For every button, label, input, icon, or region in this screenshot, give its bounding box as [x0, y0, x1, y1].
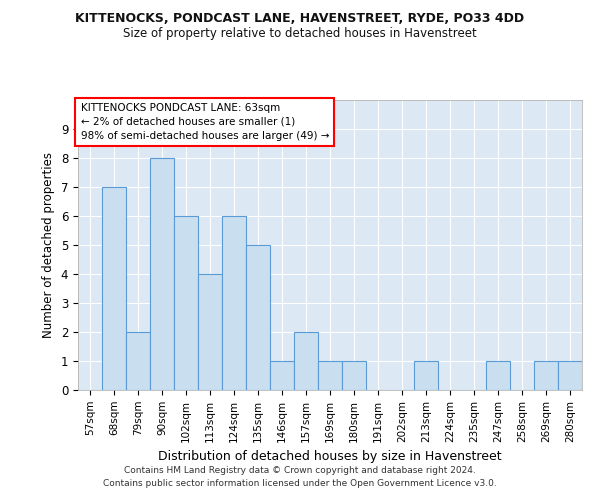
Bar [222, 216, 246, 390]
Bar [102, 187, 126, 390]
Y-axis label: Number of detached properties: Number of detached properties [42, 152, 55, 338]
Bar [414, 361, 438, 390]
Bar [486, 361, 510, 390]
Text: KITTENOCKS PONDCAST LANE: 63sqm
← 2% of detached houses are smaller (1)
98% of s: KITTENOCKS PONDCAST LANE: 63sqm ← 2% of … [80, 103, 329, 141]
X-axis label: Distribution of detached houses by size in Havenstreet: Distribution of detached houses by size … [158, 450, 502, 463]
Bar [318, 361, 342, 390]
Bar [150, 158, 174, 390]
Text: Size of property relative to detached houses in Havenstreet: Size of property relative to detached ho… [123, 28, 477, 40]
Bar [174, 216, 198, 390]
Bar [342, 361, 366, 390]
Bar [198, 274, 222, 390]
Bar [246, 245, 270, 390]
Bar [558, 361, 582, 390]
Bar [294, 332, 318, 390]
Bar [270, 361, 294, 390]
Bar [126, 332, 150, 390]
Text: KITTENOCKS, PONDCAST LANE, HAVENSTREET, RYDE, PO33 4DD: KITTENOCKS, PONDCAST LANE, HAVENSTREET, … [76, 12, 524, 26]
Bar [534, 361, 558, 390]
Text: Contains HM Land Registry data © Crown copyright and database right 2024.
Contai: Contains HM Land Registry data © Crown c… [103, 466, 497, 487]
